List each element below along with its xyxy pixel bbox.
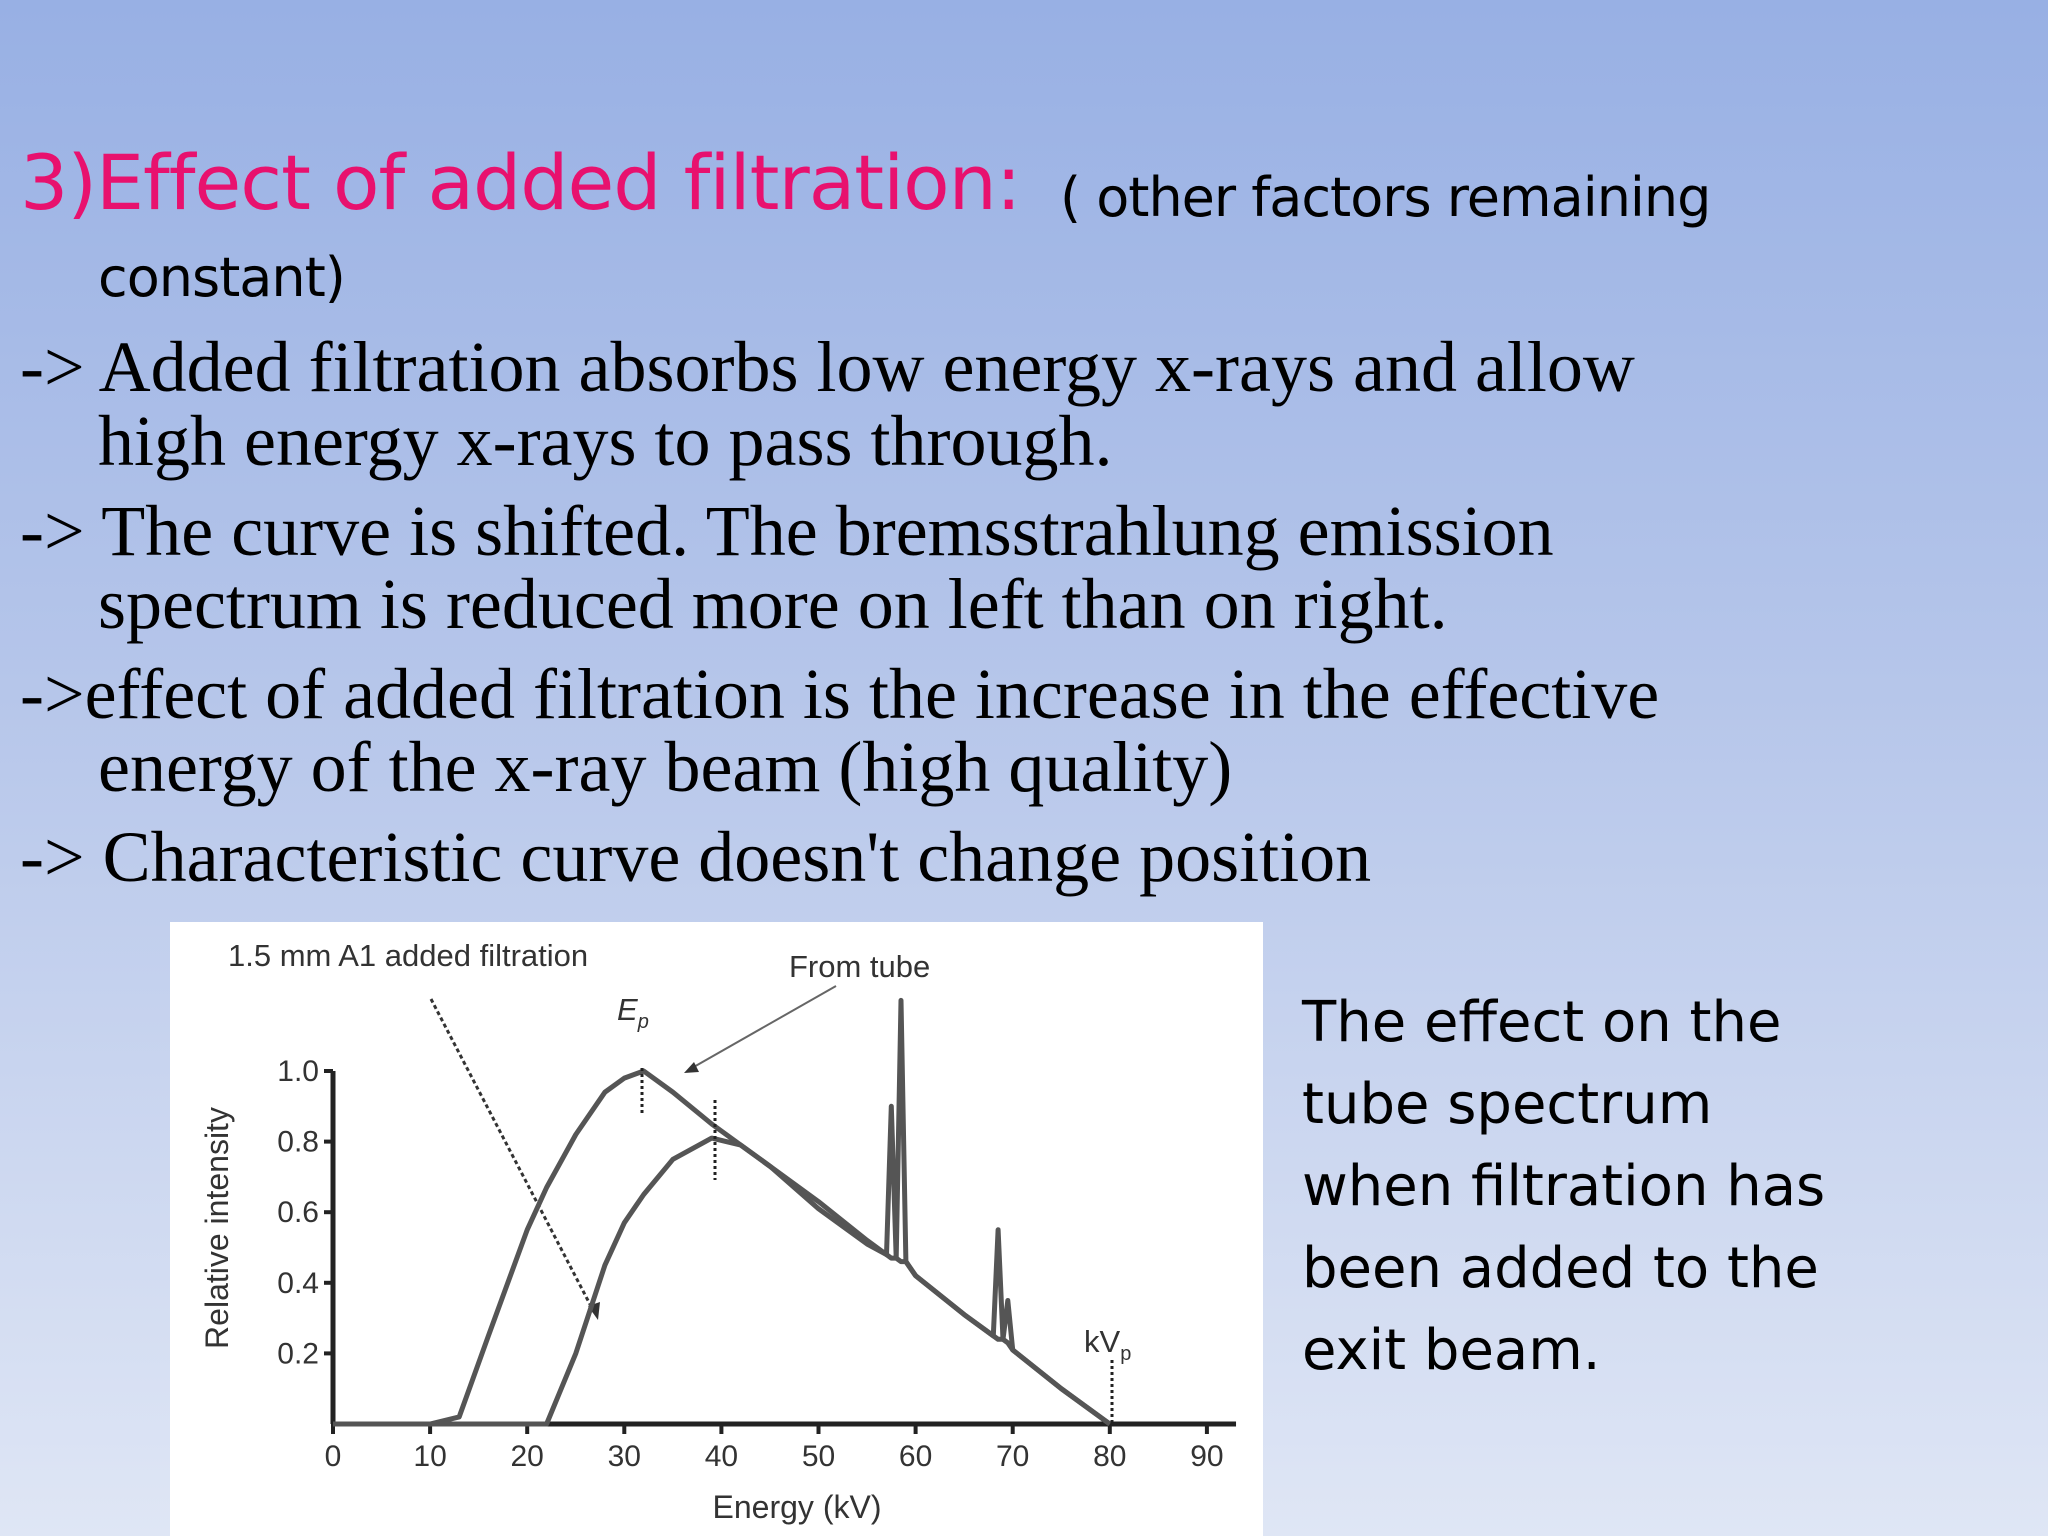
y-tick-label: 0.2 [277,1337,319,1370]
series-line [333,1135,1112,1427]
x-tick-label: 40 [705,1440,738,1473]
series-label: 1.5 mm A1 added filtration [228,938,588,973]
x-tick-label: 70 [996,1440,1029,1473]
bullet-line: energy of the x-ray beam (high quality) [98,727,1233,807]
caption-line: The effect on the [1302,990,1782,1055]
caption-line: when filtration has [1302,1154,1826,1219]
bullet-line: high energy x-rays to pass through. [98,401,1113,481]
annotation-text: E [617,992,638,1027]
x-tick-label: 60 [899,1440,932,1473]
x-tick-label: 30 [608,1440,641,1473]
x-tick-label: 50 [802,1440,835,1473]
x-tick-label: 20 [511,1440,544,1473]
annotation-arrow [691,985,837,1069]
annotation-text: kV [1084,1324,1121,1359]
x-tick-label: 90 [1190,1440,1223,1473]
slide-title: 3)Effect of added filtration: [20,138,1021,227]
x-axis-label: Energy (kV) [713,1489,882,1525]
y-tick-label: 0.4 [277,1267,319,1300]
bullet-line: spectrum is reduced more on left than on… [98,564,1448,644]
annotation: Ep [617,992,649,1033]
y-tick-label: 0.6 [277,1196,319,1229]
bullet-line: -> Characteristic curve doesn't change p… [20,817,1372,897]
bullet-line: ->effect of added filtration is the incr… [20,654,1660,734]
y-tick-label: 1.0 [277,1055,319,1088]
x-tick-label: 10 [413,1440,446,1473]
title-note: constant) [98,246,346,309]
annotation-arrow [429,998,596,1313]
annotation: kVp [1084,1324,1131,1365]
caption-line: tube spectrum [1302,1072,1713,1137]
x-tick-label: 0 [325,1440,342,1473]
x-tick-label: 80 [1093,1440,1126,1473]
bullet-line: -> Added filtration absorbs low energy x… [20,327,1635,407]
caption-line: exit beam. [1302,1318,1601,1383]
annotation-sub: p [1120,1343,1131,1365]
y-axis-label: Relative intensity [199,1107,235,1349]
bullet-line: -> The curve is shifted. The bremsstrahl… [20,491,1554,571]
caption-line: been added to the [1302,1236,1819,1301]
series-line [333,997,1112,1427]
y-tick-label: 0.8 [277,1126,319,1159]
title-note: ( other factors remaining [1060,166,1711,229]
series-label: From tube [789,949,930,984]
arrow-head [684,1062,699,1073]
annotation-sub: p [637,1011,649,1033]
chart-background [170,922,1263,1536]
